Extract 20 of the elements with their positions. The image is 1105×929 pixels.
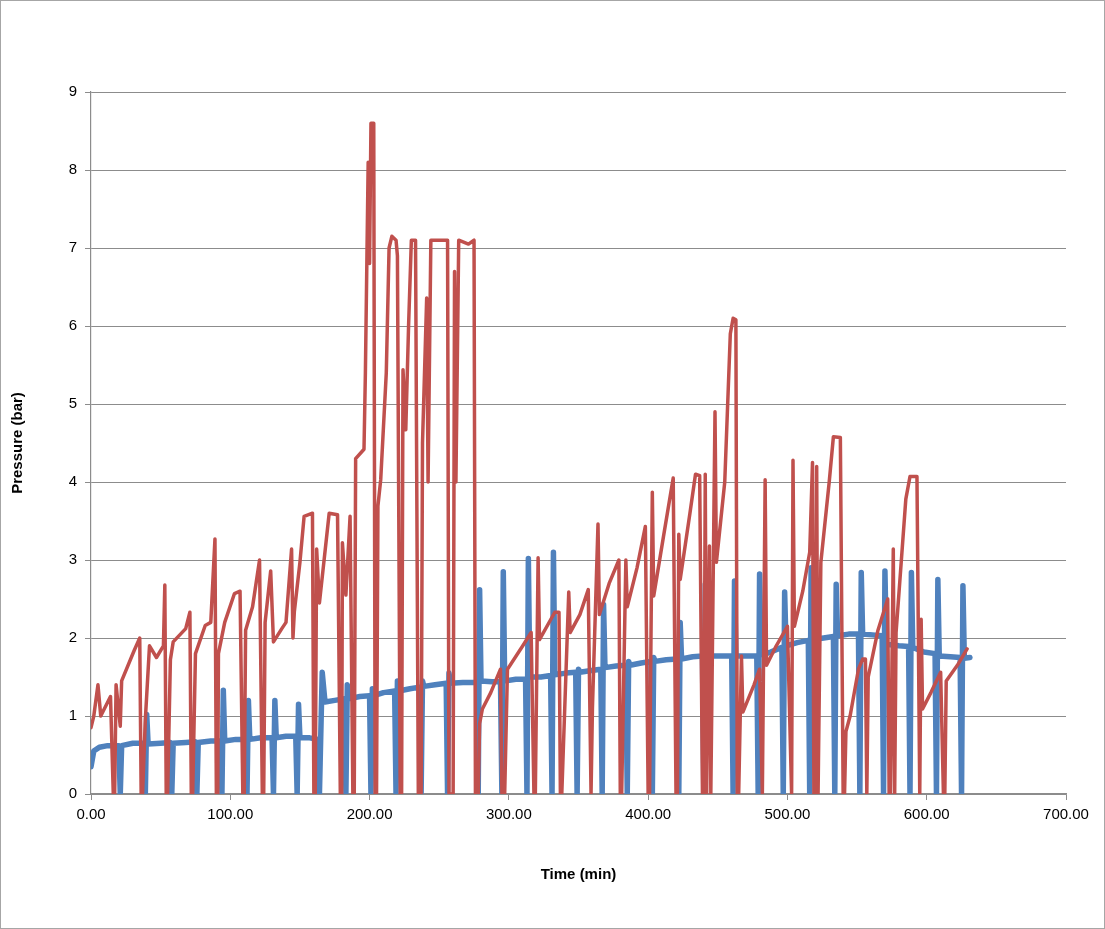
y-tick-label: 2	[68, 628, 77, 646]
x-tick-label: 400.00	[625, 805, 672, 823]
x-tick-label: 700.00	[1043, 805, 1089, 823]
x-tick-label: 300.00	[485, 805, 532, 823]
y-tick-label: 6	[68, 316, 77, 334]
x-axis-title: Time (min)	[540, 865, 617, 883]
x-tick-label: 200.00	[346, 805, 393, 823]
y-axis-title: Pressure (bar)	[8, 392, 26, 494]
y-tick-label: 5	[68, 394, 77, 412]
x-tick-label: 500.00	[764, 805, 811, 823]
y-tick-label: 9	[68, 82, 77, 100]
x-tick-label: 100.00	[207, 805, 254, 823]
y-tick-label: 3	[68, 550, 77, 568]
y-tick-label: 0	[68, 784, 77, 802]
y-tick-label: 1	[68, 706, 77, 724]
y-tick-label: 4	[68, 472, 77, 490]
y-tick-label: 7	[68, 238, 77, 256]
x-tick-label: 0.00	[76, 805, 106, 823]
y-tick-label: 8	[68, 160, 77, 178]
x-tick-label: 600.00	[903, 805, 950, 823]
